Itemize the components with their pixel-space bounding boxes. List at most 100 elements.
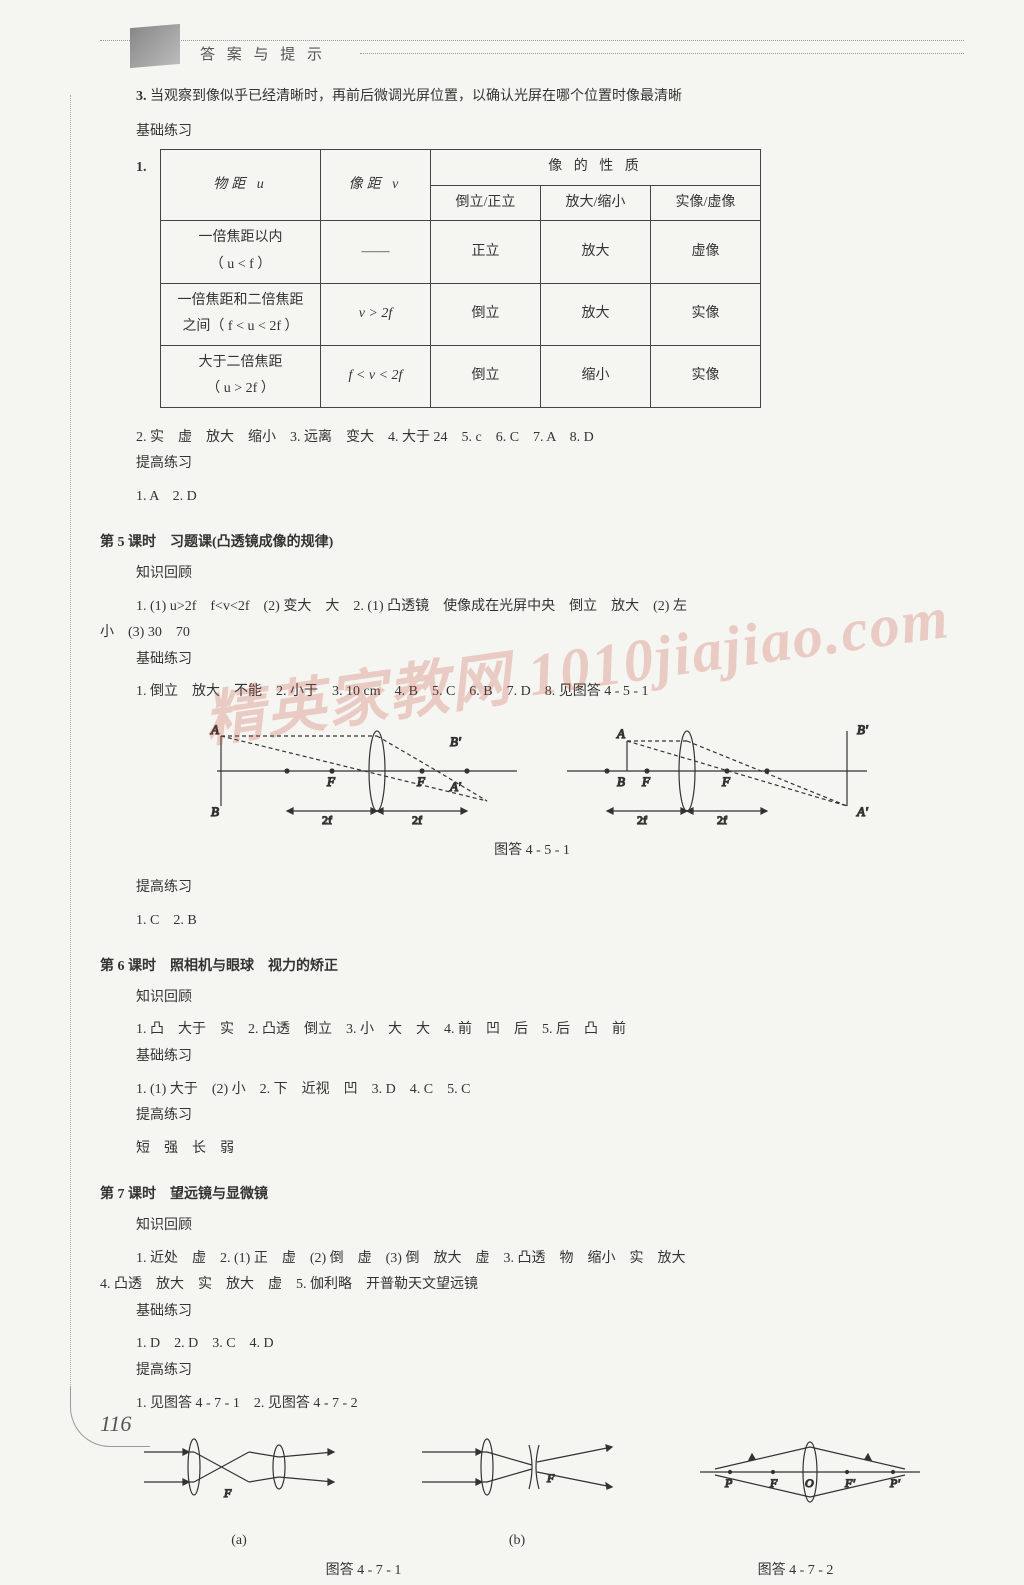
svg-text:2f: 2f [717, 813, 727, 826]
cell-u: 一倍焦距和二倍焦距 之间（ f < u < 2f ） [161, 283, 321, 345]
table-row: 一倍焦距以内 （ u < f ） —— 正立 放大 虚像 [161, 221, 761, 283]
sec5-enhance-label: 提高练习 [136, 875, 964, 902]
cell-v: —— [321, 221, 431, 283]
lens-pp-diagram: P F O F' P' [695, 1427, 925, 1517]
cell-u: 一倍焦距以内 （ u < f ） [161, 221, 321, 283]
svg-text:F: F [721, 774, 731, 789]
table-wrap: 物距 u 像距 v 像 的 性 质 倒立/正立 放大/缩小 实像/虚像 一倍焦距… [160, 149, 761, 408]
lens-table: 物距 u 像距 v 像 的 性 质 倒立/正立 放大/缩小 实像/虚像 一倍焦距… [160, 149, 761, 408]
table-header-row: 物距 u 像距 v 像 的 性 质 [161, 150, 761, 186]
svg-text:A': A' [856, 804, 868, 819]
sec6-review-label: 知识回顾 [136, 985, 964, 1012]
answers-after-table: 2. 实 虚 放大 缩小 3. 远离 变大 4. 大于 24 5. c 6. C… [136, 425, 964, 452]
svg-text:2f: 2f [637, 813, 647, 826]
sec6-review: 1. 凸 大于 实 2. 凸透 倒立 3. 小 大 大 4. 前 凹 后 5. … [136, 1017, 964, 1044]
q3-text: 当观察到像似乎已经清晰时，再前后微调光屏位置，以确认光屏在哪个位置时像最清晰 [150, 89, 682, 104]
sec5-enhance: 1. C 2. B [136, 908, 964, 935]
svg-text:2f: 2f [412, 813, 422, 826]
svg-text:A': A' [449, 779, 461, 794]
cell-c1: 正立 [431, 221, 541, 283]
table-row: 一倍焦距和二倍焦距 之间（ f < u < 2f ） v > 2f 倒立 放大 … [161, 283, 761, 345]
basic-label: 基础练习 [136, 119, 964, 146]
q1-table-row: 1. 物距 u 像距 v 像 的 性 质 倒立/正立 放大/缩小 实像/虚像 一… [100, 149, 964, 418]
cell-u: 大于二倍焦距 （ u > 2f ） [161, 345, 321, 407]
sec5-basic: 1. 倒立 放大 不能 2. 小于 3. 10 cm 4. B 5. C 6. … [136, 679, 964, 706]
sec5-review2: 小 (3) 30 70 [100, 620, 964, 647]
lens-diagram-svg: A B F F B' A' 2f 2f [187, 716, 877, 826]
svg-text:A: A [616, 726, 625, 741]
page-number: 116 [100, 1411, 131, 1437]
th-nature: 像 的 性 质 [431, 150, 761, 186]
header-title: 答 案 与 提 示 [200, 47, 326, 63]
svg-text:P': P' [889, 1476, 900, 1490]
svg-text:F: F [326, 774, 336, 789]
cell-c3: 实像 [651, 283, 761, 345]
telescope-diagram-b: F [417, 1427, 617, 1517]
sec7-basic-label: 基础练习 [136, 1299, 964, 1326]
svg-text:A: A [210, 722, 219, 737]
sec5-review1: 1. (1) u>2f f<v<2f (2) 变大 大 2. (1) 凸透镜 使… [136, 594, 964, 621]
svg-text:F: F [546, 1471, 555, 1485]
q1-label: 1. [136, 155, 147, 182]
table-row: 大于二倍焦距 （ u > 2f ） f < v < 2f 倒立 缩小 实像 [161, 345, 761, 407]
sec6-enhance: 短 强 长 弱 [136, 1136, 964, 1163]
fig-4-7-1-a: F (a) [139, 1427, 339, 1554]
sec7-basic: 1. D 2. D 3. C 4. D [136, 1331, 964, 1358]
svg-text:B': B' [857, 722, 868, 737]
question-3: 3. 当观察到像似乎已经清晰时，再前后微调光屏位置，以确认光屏在哪个位置时像最清… [100, 84, 964, 111]
sec5-title: 第 5 课时 习题课(凸透镜成像的规律) [100, 530, 964, 557]
main-content: 3. 当观察到像似乎已经清晰时，再前后微调光屏位置，以确认光屏在哪个位置时像最清… [100, 84, 964, 1585]
th-u: 物距 u [161, 150, 321, 221]
cell-v: f < v < 2f [321, 345, 431, 407]
cell-c2: 缩小 [541, 345, 651, 407]
fig-4-7-1-caption: 图答 4 - 7 - 1 [154, 1558, 574, 1585]
fig-4-7-2-caption: 图答 4 - 7 - 2 [681, 1558, 911, 1585]
sec6-enhance-label: 提高练习 [136, 1103, 964, 1130]
cell-c3: 虚像 [651, 221, 761, 283]
fig-b-label: (b) [417, 1528, 617, 1555]
cell-v: v > 2f [321, 283, 431, 345]
book-icon [130, 24, 180, 68]
figure-4-7-row: F (a) F (b) [100, 1427, 964, 1554]
cell-c1: 倒立 [431, 345, 541, 407]
svg-text:F: F [416, 774, 426, 789]
page-left-border [70, 95, 71, 1397]
sec7-review-label: 知识回顾 [136, 1213, 964, 1240]
figure-captions-row: 图答 4 - 7 - 1 图答 4 - 7 - 2 [100, 1558, 964, 1585]
svg-text:B: B [211, 804, 219, 819]
enhance-label: 提高练习 [136, 451, 964, 478]
svg-text:B: B [617, 774, 625, 789]
svg-text:F: F [223, 1486, 232, 1500]
sec7-review1: 1. 近处 虚 2. (1) 正 虚 (2) 倒 虚 (3) 倒 放大 虚 3.… [136, 1246, 964, 1273]
cell-c3: 实像 [651, 345, 761, 407]
sub1: 倒立/正立 [431, 185, 541, 221]
svg-text:2f: 2f [322, 813, 332, 826]
cell-c2: 放大 [541, 283, 651, 345]
fig-4-5-1-caption: 图答 4 - 5 - 1 [100, 838, 964, 865]
sec7-title: 第 7 课时 望远镜与显微镜 [100, 1182, 964, 1209]
sub3: 实像/虚像 [651, 185, 761, 221]
fig-a-label: (a) [139, 1528, 339, 1555]
sub2: 放大/缩小 [541, 185, 651, 221]
q3-num: 3. [136, 89, 147, 104]
svg-text:B': B' [450, 734, 461, 749]
svg-text:F: F [769, 1476, 778, 1490]
svg-text:O: O [805, 1476, 814, 1490]
figure-4-5-1: A B F F B' A' 2f 2f [100, 716, 964, 865]
fig-4-7-1-b: F (b) [417, 1427, 617, 1554]
page-header: 答 案 与 提 示 [100, 40, 964, 64]
svg-text:P: P [724, 1476, 733, 1490]
sec6-basic: 1. (1) 大于 (2) 小 2. 下 近视 凹 3. D 4. C 5. C [136, 1077, 964, 1104]
cell-c2: 放大 [541, 221, 651, 283]
sec7-review2: 4. 凸透 放大 实 放大 虚 5. 伽利略 开普勒天文望远镜 [100, 1272, 964, 1299]
answers-enhance: 1. A 2. D [136, 484, 964, 511]
sec7-enhance-label: 提高练习 [136, 1358, 964, 1385]
svg-text:F': F' [844, 1476, 855, 1490]
sec6-title: 第 6 课时 照相机与眼球 视力的矫正 [100, 954, 964, 981]
sec7-enhance: 1. 见图答 4 - 7 - 1 2. 见图答 4 - 7 - 2 [136, 1391, 964, 1418]
svg-text:F: F [641, 774, 651, 789]
sec6-basic-label: 基础练习 [136, 1044, 964, 1071]
telescope-diagram-a: F [139, 1427, 339, 1517]
cell-c1: 倒立 [431, 283, 541, 345]
sec5-review-label: 知识回顾 [136, 561, 964, 588]
